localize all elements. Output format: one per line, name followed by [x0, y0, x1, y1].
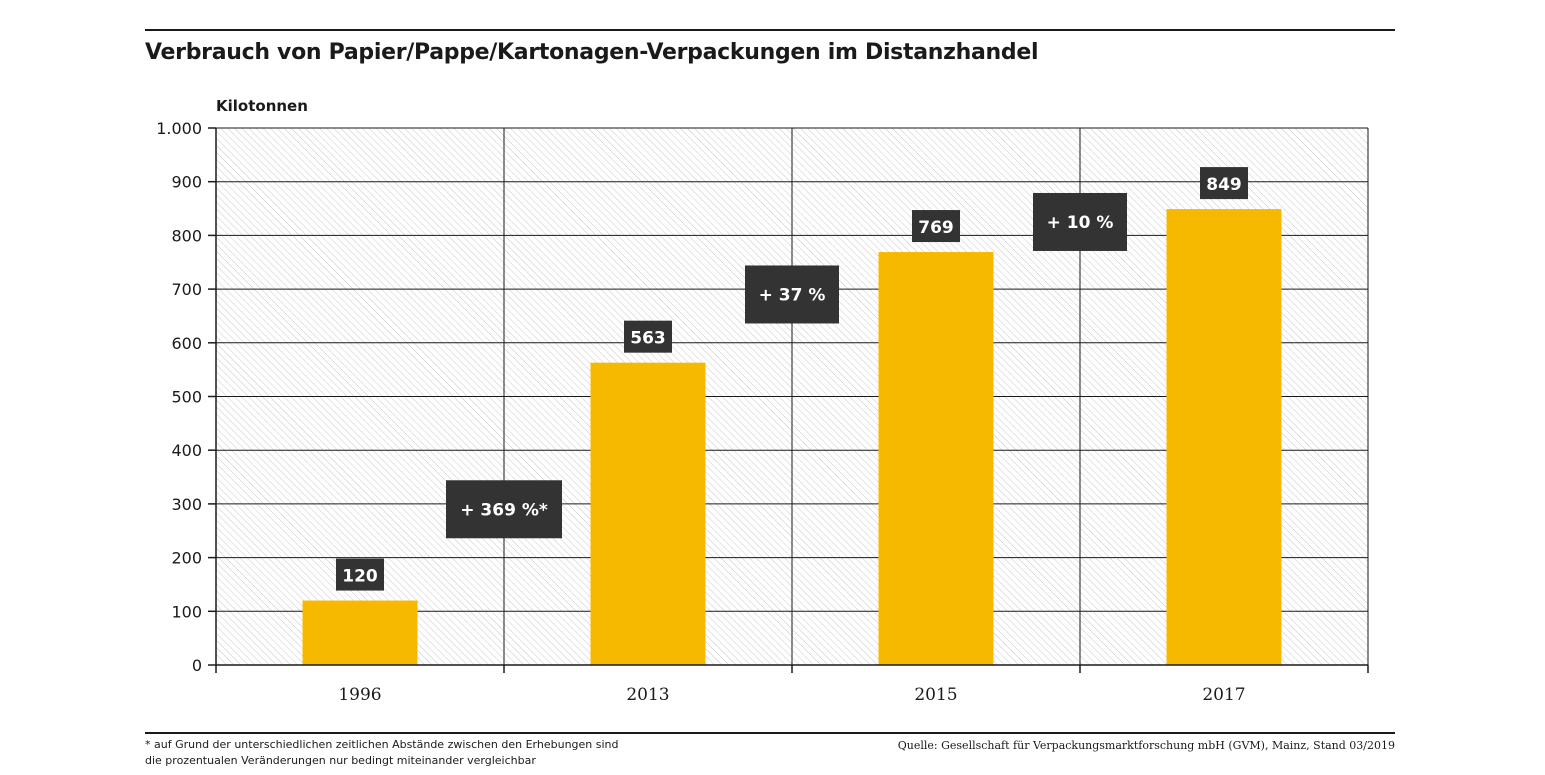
bars: [302, 209, 1282, 665]
y-tick-label: 1.000: [156, 119, 202, 138]
top-rule: [145, 29, 1395, 31]
value-label: 563: [630, 329, 666, 349]
y-tick-label: 100: [171, 602, 202, 621]
value-label-box: [912, 210, 960, 243]
footnote-line-2: die prozentualen Veränderungen nur bedin…: [145, 754, 536, 767]
value-label: 849: [1206, 175, 1242, 195]
value-label-box: [336, 558, 384, 591]
y-tick-label: 800: [171, 226, 202, 245]
x-tick-label: 2017: [1202, 685, 1245, 705]
y-tick-label: 400: [171, 441, 202, 460]
x-tick-label: 2013: [626, 685, 669, 705]
source-note: Quelle: Gesellschaft für Verpackungsmark…: [897, 739, 1395, 752]
y-tick-label: 0: [192, 656, 202, 675]
y-axis-label: Kilotonnen: [216, 97, 308, 115]
footnote: * auf Grund der unterschiedlichen zeitli…: [145, 737, 619, 769]
bar-2017: [1166, 209, 1282, 665]
value-label-box: [1200, 167, 1248, 200]
labels: 120 563 769 849 + 369 %* + 37 % + 10 %: [336, 167, 1248, 591]
y-tick-label: 200: [171, 549, 202, 568]
change-annotation: + 37 %: [759, 285, 826, 305]
change-annotation: + 369 %*: [460, 500, 548, 520]
bar-1996: [302, 600, 418, 665]
value-label: 120: [342, 567, 378, 587]
axes: 0 100 200 300 400 500 600 700 800 900 1.000 1996 201…: [156, 119, 1369, 705]
y-tick-label: 700: [171, 280, 202, 299]
bar-2013: [590, 362, 706, 665]
change-annotation: + 10 %: [1047, 213, 1114, 233]
x-tick-label: 1996: [338, 685, 381, 705]
y-tick-label: 600: [171, 334, 202, 353]
bottom-rule: [145, 732, 1395, 734]
chart-title: Verbrauch von Papier/Pappe/Kartonagen-Ve…: [145, 40, 1039, 65]
y-tick-label: 500: [171, 388, 202, 407]
bar-2015: [878, 252, 994, 665]
y-tick-label: 300: [171, 495, 202, 514]
x-tick-label: 2015: [914, 685, 957, 705]
value-label-box: [624, 320, 672, 353]
change-annotation-box: [1033, 192, 1127, 251]
y-tick-label: 900: [171, 173, 202, 192]
footnote-line-1: * auf Grund der unterschiedlichen zeitli…: [145, 738, 619, 751]
change-annotation-box: [446, 480, 562, 539]
value-label: 769: [918, 218, 954, 238]
change-annotation-box: [745, 265, 839, 324]
